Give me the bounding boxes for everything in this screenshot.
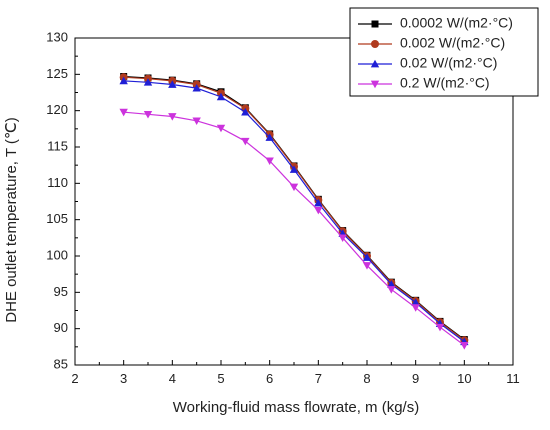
legend-label: 0.002 W/(m2·°C) — [400, 35, 505, 51]
y-axis-title: DHE outlet temperature, T (℃) — [3, 117, 20, 323]
data-point — [216, 124, 226, 133]
data-point — [192, 117, 201, 126]
axes: 2 3 4 5 6 7 8 9 10 11 85 90 95 100 105 110 115 120 125 130 — [46, 29, 519, 386]
series-4 — [119, 108, 469, 350]
x-tick-label: 9 — [412, 371, 419, 386]
y-tick-label: 105 — [46, 211, 68, 226]
y-tick-label: 90 — [54, 320, 68, 335]
data-point — [241, 107, 250, 116]
data-point — [265, 133, 274, 141]
y-tick-label: 120 — [46, 102, 68, 117]
data-point — [387, 286, 396, 294]
x-tick-label: 5 — [217, 371, 224, 386]
legend: 0.0002 W/(m2·°C) 0.002 W/(m2·°C) 0.02 W/… — [349, 7, 539, 97]
data-point — [435, 323, 445, 332]
x-tick-label: 2 — [71, 371, 78, 386]
data-point — [362, 262, 372, 270]
series-layer — [119, 73, 469, 350]
data-point — [241, 137, 250, 146]
legend-marker — [370, 59, 380, 68]
series-line — [123, 111, 465, 346]
y-tick-label: 125 — [46, 66, 68, 81]
x-tick-label: 10 — [457, 371, 471, 386]
x-tick-label: 3 — [120, 371, 127, 386]
data-point — [168, 113, 177, 121]
x-tick-label: 8 — [363, 371, 370, 386]
y-tick-label: 85 — [54, 356, 68, 371]
data-point — [387, 280, 396, 288]
legend-marker — [371, 40, 379, 48]
legend-label: 0.02 W/(m2·°C) — [400, 55, 497, 71]
data-point — [168, 80, 177, 88]
data-point — [338, 234, 347, 243]
data-point — [460, 342, 469, 350]
data-point — [314, 206, 323, 215]
x-tick-label: 4 — [169, 371, 176, 386]
legend-label: 0.0002 W/(m2·°C) — [400, 15, 513, 31]
data-point — [192, 83, 201, 92]
legend-marker — [370, 80, 380, 89]
data-point — [289, 165, 299, 173]
y-tick-label: 100 — [46, 247, 68, 262]
data-point — [411, 304, 420, 312]
data-point — [411, 298, 420, 306]
x-axis-title: Working-fluid mass flowrate, m (kg/s) — [173, 399, 419, 416]
data-point — [314, 198, 323, 207]
data-point — [216, 92, 226, 101]
data-point — [362, 253, 372, 261]
x-tick-label: 7 — [315, 371, 322, 386]
y-tick-label: 110 — [47, 175, 68, 190]
data-point — [119, 76, 128, 85]
legend-box — [349, 7, 539, 97]
legend-label: 0.2 W/(m2·°C) — [400, 75, 490, 91]
data-point — [289, 183, 299, 192]
legend-marker — [371, 20, 379, 28]
x-tick-label: 11 — [506, 371, 520, 386]
data-point — [265, 157, 274, 166]
y-tick-label: 115 — [47, 138, 68, 153]
y-tick-label: 95 — [54, 284, 68, 299]
data-point — [119, 108, 128, 117]
data-point — [143, 110, 153, 119]
x-tick-label: 6 — [266, 371, 273, 386]
data-point — [143, 78, 153, 86]
y-tick-label: 130 — [46, 29, 68, 44]
